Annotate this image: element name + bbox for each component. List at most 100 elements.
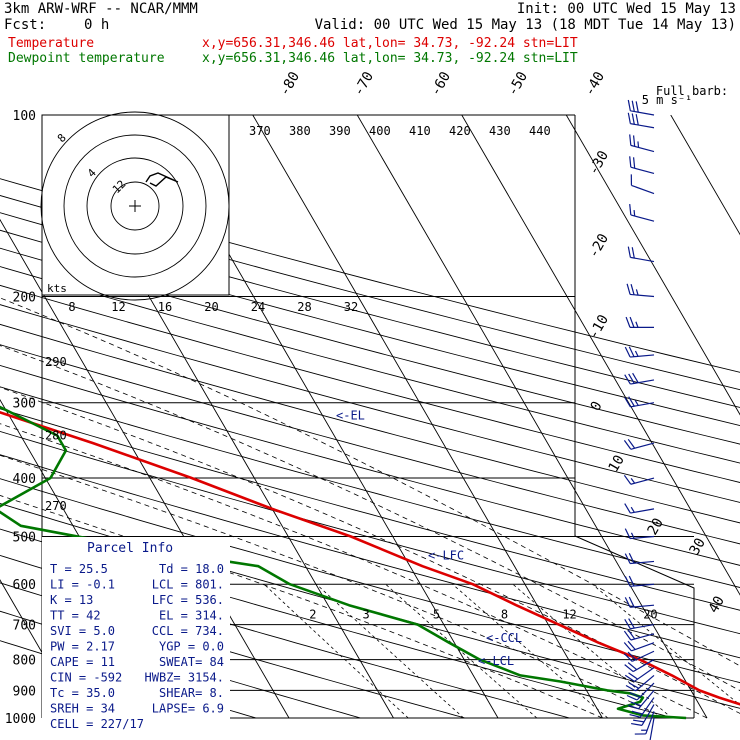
wind-barb-flag (628, 373, 635, 384)
wind-barb (627, 690, 655, 710)
parcel-info-right: LAPSE= 6.9 (152, 702, 224, 716)
wind-barb-flag (635, 114, 639, 126)
pressure-label: 300 (13, 397, 36, 412)
wind-barb-flag (630, 701, 642, 707)
wind-barb (629, 134, 655, 153)
wind-barb-flag (623, 642, 632, 652)
wind-speed-label: 32 (344, 300, 358, 314)
wind-barb-staff (630, 477, 655, 485)
wind-barb (627, 246, 655, 263)
isotherm-line (0, 218, 290, 719)
wind-barb-flag (629, 134, 632, 146)
dry-adiabat (0, 364, 740, 566)
wind-barb-flag (624, 674, 635, 682)
pressure-label: 1000 (5, 712, 36, 727)
legend-dewpoint: Dewpoint temperature (8, 51, 165, 66)
wind-barb-flag (626, 694, 638, 701)
wind-barb-flag (624, 576, 631, 587)
dry-adiabat (0, 582, 466, 719)
wind-barb-flag (624, 553, 631, 564)
parcel-info-left: K = 13 (50, 593, 93, 607)
wind-barb-staff (630, 144, 655, 153)
model-title: 3km ARW-WRF -- NCAR/MMM (4, 1, 198, 17)
wind-barb-flag (625, 316, 631, 328)
isotherm-line (0, 579, 81, 719)
forecast-label: Fcst: (4, 17, 46, 33)
parcel-info-right: LFC = 536. (152, 593, 224, 607)
wind-barb-flag (628, 396, 635, 407)
theta-label: 400 (369, 124, 391, 138)
wind-barb-flag (627, 662, 638, 671)
pressure-label: 900 (13, 684, 36, 699)
wind-barb-staff (649, 717, 655, 740)
dry-adiabat (0, 554, 570, 719)
wind-barb-flag (625, 684, 636, 692)
parcel-info-left: TT = 42 (50, 609, 101, 623)
wind-barb-staff (630, 633, 655, 641)
wind-speed-label: 16 (158, 300, 172, 314)
parcel-info-box: Parcel Info T = 25.5 Td = 18.0 LI = -0.1 LC… (42, 537, 230, 731)
wind-barb (629, 697, 655, 718)
mixing-ratio-label: 2 (309, 608, 316, 622)
wind-barb (630, 174, 655, 195)
wind-barb-flag (635, 321, 639, 328)
theta-label: 390 (329, 124, 351, 138)
wind-barb-flag (624, 374, 631, 385)
wind-barb-flag (627, 651, 637, 661)
wind-barb-flag (628, 575, 635, 587)
dry-adiabat (0, 266, 740, 464)
legend-dewpoint-info: x,y=656.31,346.46 lat,lon= 34.73, -92.24… (202, 51, 578, 66)
wind-barb-flag (624, 619, 631, 630)
wind-barb-flag (628, 672, 638, 680)
dry-adiabat (0, 386, 740, 588)
wind-barb (649, 717, 655, 740)
level-marker: <-LCL (478, 654, 514, 668)
wind-barb (624, 372, 655, 385)
dry-adiabat (0, 408, 740, 611)
wind-barb (624, 575, 655, 587)
mixing-ratio-label: 5 (433, 608, 440, 622)
theta-label: 380 (289, 124, 311, 138)
wind-barb (624, 667, 655, 682)
wind-barb-flag (627, 99, 631, 111)
pressure-label: 700 (13, 619, 36, 634)
wind-speed-label: 24 (251, 300, 265, 314)
wind-barb-staff (638, 690, 655, 710)
wind-barb-flag (629, 692, 641, 698)
theta-label: 370 (249, 124, 271, 138)
wind-barb (629, 156, 655, 175)
parcel-info-title: Parcel Info (87, 541, 173, 556)
mixing-ratio-line (452, 583, 609, 719)
dry-adiabat (0, 229, 740, 427)
wind-speed-label: 28 (297, 300, 311, 314)
mixing-ratio-label: 8 (501, 608, 508, 622)
pressure-label: 400 (13, 472, 36, 487)
wind-barb (631, 704, 655, 726)
wind-barb-flag (630, 506, 635, 513)
wind-barb-flag (626, 283, 631, 295)
wind-barb (627, 99, 655, 116)
hodograph-trace (145, 172, 179, 187)
parcel-info-right: LCL = 801. (152, 578, 224, 592)
wind-barb-flag (624, 597, 631, 608)
pressure-label: 600 (13, 578, 36, 593)
wind-barb (625, 674, 655, 692)
mixing-ratio-label: 20 (643, 608, 657, 622)
wind-barb-flag (627, 629, 636, 640)
wind-barb (624, 528, 655, 540)
barb-legend-unit: 5 m s⁻¹ (642, 93, 693, 107)
pressure-label: 500 (13, 530, 36, 545)
wind-barb-staff (631, 184, 655, 195)
wind-barb (624, 553, 655, 565)
wind-barb (623, 474, 655, 485)
hodograph-ring (86, 157, 184, 255)
parcel-info-left: SREH = 34 (50, 702, 115, 716)
forecast-hour: 0 h (84, 17, 109, 33)
wind-barb-flag (623, 653, 633, 662)
parcel-info-left: CIN = -592 (50, 671, 122, 685)
theta-label: 440 (529, 124, 551, 138)
theta-label: 270 (45, 499, 67, 513)
isotherm-line (670, 115, 740, 236)
wind-barb-flag (634, 350, 639, 357)
